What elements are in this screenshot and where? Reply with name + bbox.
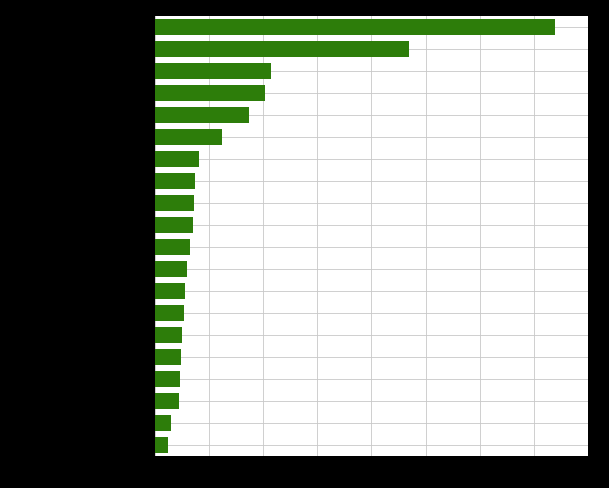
Bar — [155, 64, 272, 80]
Bar — [155, 240, 190, 256]
Bar — [155, 327, 182, 344]
Bar — [155, 284, 185, 300]
Bar — [155, 130, 222, 146]
Bar — [155, 174, 195, 190]
Bar — [155, 415, 171, 431]
Bar — [155, 196, 194, 212]
Bar — [155, 108, 248, 124]
Bar — [155, 262, 187, 278]
Bar — [155, 152, 199, 168]
Bar — [155, 218, 192, 234]
Bar — [155, 437, 168, 453]
Bar — [155, 42, 409, 58]
Bar — [155, 393, 179, 409]
Bar — [155, 20, 555, 36]
Bar — [155, 305, 184, 322]
Bar — [155, 86, 265, 102]
Bar — [155, 371, 180, 387]
Bar — [155, 349, 181, 366]
